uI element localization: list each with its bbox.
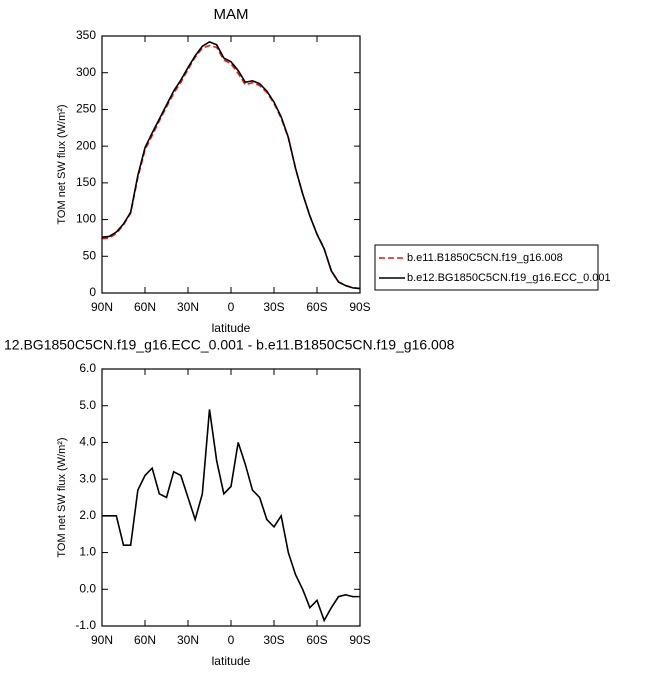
series-line — [101, 40, 361, 290]
x-tick-label: 0 — [228, 300, 235, 314]
x-axis-label: latitude — [212, 321, 251, 335]
y-tick-label: 150 — [76, 175, 96, 189]
x-tick-label: 60N — [134, 633, 156, 647]
x-tick-label: 90S — [349, 633, 370, 647]
legend-frame — [374, 244, 599, 291]
chart-title: 12.BG1850C5CN.f19_g16.ECC_0.001 - b.e11.… — [4, 337, 455, 353]
y-tick-label: -1.0 — [75, 618, 96, 632]
x-tick-label: 90S — [349, 300, 370, 314]
x-tick-label: 30S — [263, 633, 284, 647]
y-tick-label: 6.0 — [79, 361, 96, 375]
y-tick-label: 0 — [89, 285, 96, 299]
x-axis-label: latitude — [212, 654, 251, 668]
chart-title: MAM — [214, 6, 249, 23]
x-tick-label: 30N — [177, 300, 199, 314]
y-tick-label: 50 — [83, 248, 97, 262]
legend-label: b.e12.BG1850C5CN.f19_g16.ECC_0.001 — [407, 272, 611, 284]
x-tick-label: 0 — [228, 633, 235, 647]
x-tick-label: 30S — [263, 300, 284, 314]
y-tick-label: 4.0 — [79, 435, 96, 449]
plot-frame — [101, 35, 361, 294]
y-tick-label: 350 — [76, 28, 96, 42]
y-tick-label: 3.0 — [79, 471, 96, 485]
x-tick-label: 60S — [306, 633, 327, 647]
y-tick-label: 1.0 — [79, 545, 96, 559]
y-tick-label: 200 — [76, 138, 96, 152]
y-tick-label: 5.0 — [79, 398, 96, 412]
series-line — [102, 409, 360, 623]
y-tick-label: 300 — [76, 65, 96, 79]
y-axis-label: TOM net SW flux (W/m²) — [56, 437, 68, 557]
x-tick-label: 60N — [134, 300, 156, 314]
legend-label: b.e11.B1850C5CN.f19_g16.008 — [407, 252, 563, 264]
x-tick-label: 30N — [177, 633, 199, 647]
x-tick-label: 60S — [306, 300, 327, 314]
x-tick-label: 90N — [91, 633, 113, 647]
x-tick-label: 90N — [91, 300, 113, 314]
y-axis-label: TOM net SW flux (W/m²) — [56, 104, 68, 224]
y-tick-label: 2.0 — [79, 508, 96, 522]
y-tick-label: 100 — [76, 212, 96, 226]
y-tick-label: 250 — [76, 102, 96, 116]
y-tick-label: 0.0 — [79, 581, 96, 595]
plot-frame — [101, 368, 361, 627]
